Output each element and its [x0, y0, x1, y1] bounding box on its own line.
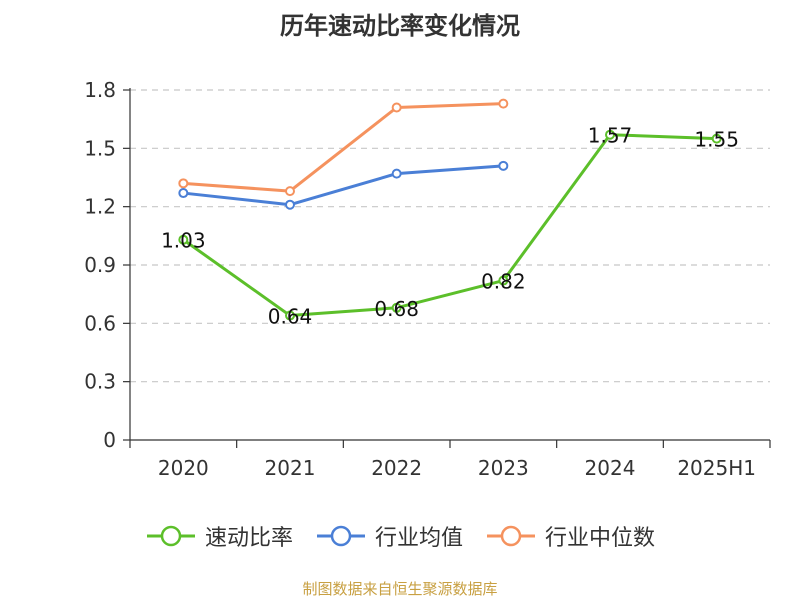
y-tick-label: 0: [103, 428, 116, 452]
data-label: 0.82: [481, 270, 526, 294]
series-point: [498, 160, 509, 171]
series-point: [285, 186, 295, 197]
series-line: [182, 133, 717, 318]
series-point: [498, 275, 509, 286]
series-point: [391, 102, 402, 113]
series-point: [178, 188, 189, 199]
legend-label-industry-median: 行业中位数: [545, 526, 656, 551]
x-tick-label: 2024: [585, 456, 636, 480]
series-point: [178, 234, 189, 245]
series-line: [183, 164, 504, 207]
label-layer: 1.03 0.64 0.68 0.82 1.57 1.55: [161, 124, 739, 329]
x-tick-label: 2022: [371, 456, 422, 480]
y-tick-label: 1.2: [84, 195, 116, 219]
legend: 速动比率 行业均值 行业中位数: [0, 520, 800, 552]
y-tick-label: 0.3: [84, 370, 116, 394]
x-tick-label: 2023: [478, 456, 529, 480]
legend-item-industry-median[interactable]: 行业中位数: [485, 520, 655, 552]
series-point: [605, 129, 615, 140]
grid-layer: [130, 89, 770, 383]
series-line: [183, 102, 504, 193]
y-tick-label: 1.8: [84, 78, 116, 102]
legend-item-industry-mean[interactable]: 行业均值: [315, 520, 463, 552]
series-point: [711, 133, 722, 144]
x-tick-label: 2025H1: [677, 456, 756, 480]
series-point: [498, 98, 509, 109]
data-label: 1.57: [588, 124, 633, 148]
data-label: 1.55: [694, 128, 739, 152]
legend-swatch-quick-ratio: [146, 525, 195, 547]
series-point: [285, 199, 295, 210]
legend-swatch-industry-median: [487, 525, 535, 547]
legend-item-quick-ratio[interactable]: 速动比率: [145, 520, 293, 552]
source-note: 制图数据来自恒生聚源数据库: [302, 580, 498, 598]
y-tick-label: 0.6: [84, 311, 116, 335]
data-label: 1.03: [161, 229, 206, 253]
legend-swatch-industry-mean: [316, 525, 365, 547]
series-point: [178, 178, 189, 189]
legend-label-industry-mean: 行业均值: [374, 526, 463, 551]
series-point: [391, 168, 402, 179]
legend-label-quick-ratio: 速动比率: [204, 526, 293, 551]
x-tick-label: 2020: [158, 456, 209, 480]
x-tick-label: 2021: [265, 456, 316, 480]
axis-layer: 0 0.3 0.6 0.9 1.2 1.5 1.8 2020 2021 2022 2023 2024 2…: [84, 78, 771, 480]
data-label: 0.68: [374, 297, 419, 321]
series-layer: [178, 98, 722, 321]
series-point: [285, 310, 295, 321]
y-tick-label: 1.5: [84, 136, 116, 160]
chart-title: 历年速动比率变化情况: [280, 12, 520, 40]
y-tick-label: 0.9: [84, 253, 116, 277]
series-point: [391, 302, 402, 313]
data-label: 0.64: [268, 305, 313, 329]
